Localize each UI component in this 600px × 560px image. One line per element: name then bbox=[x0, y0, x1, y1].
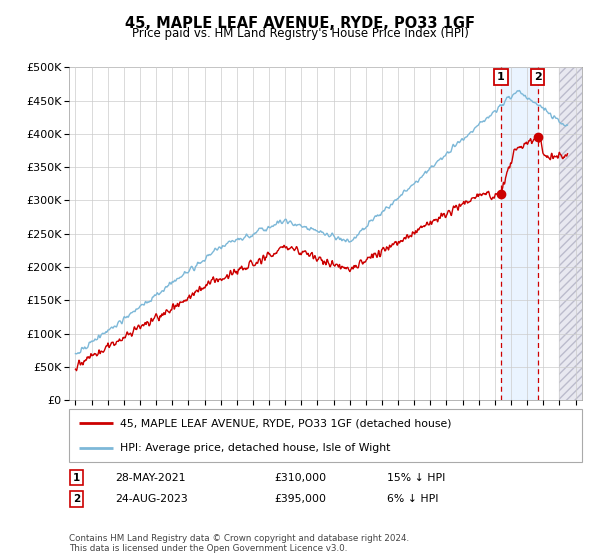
Text: 45, MAPLE LEAF AVENUE, RYDE, PO33 1GF: 45, MAPLE LEAF AVENUE, RYDE, PO33 1GF bbox=[125, 16, 475, 31]
FancyBboxPatch shape bbox=[69, 409, 582, 462]
Text: 45, MAPLE LEAF AVENUE, RYDE, PO33 1GF (detached house): 45, MAPLE LEAF AVENUE, RYDE, PO33 1GF (d… bbox=[121, 418, 452, 428]
Text: 2: 2 bbox=[534, 72, 542, 82]
Text: 1: 1 bbox=[497, 72, 505, 82]
Text: 24-AUG-2023: 24-AUG-2023 bbox=[115, 494, 188, 504]
Text: £310,000: £310,000 bbox=[274, 473, 326, 483]
Text: 1: 1 bbox=[73, 473, 80, 483]
Text: 28-MAY-2021: 28-MAY-2021 bbox=[115, 473, 185, 483]
Bar bbox=[501, 67, 538, 400]
Text: 6% ↓ HPI: 6% ↓ HPI bbox=[387, 494, 439, 504]
Text: £395,000: £395,000 bbox=[274, 494, 326, 504]
Text: Price paid vs. HM Land Registry's House Price Index (HPI): Price paid vs. HM Land Registry's House … bbox=[131, 27, 469, 40]
Text: Contains HM Land Registry data © Crown copyright and database right 2024.
This d: Contains HM Land Registry data © Crown c… bbox=[69, 534, 409, 553]
Text: 2: 2 bbox=[73, 494, 80, 504]
Bar bbox=[559, 67, 584, 400]
Text: HPI: Average price, detached house, Isle of Wight: HPI: Average price, detached house, Isle… bbox=[121, 442, 391, 452]
Text: 15% ↓ HPI: 15% ↓ HPI bbox=[387, 473, 445, 483]
Bar bbox=[559, 67, 584, 400]
